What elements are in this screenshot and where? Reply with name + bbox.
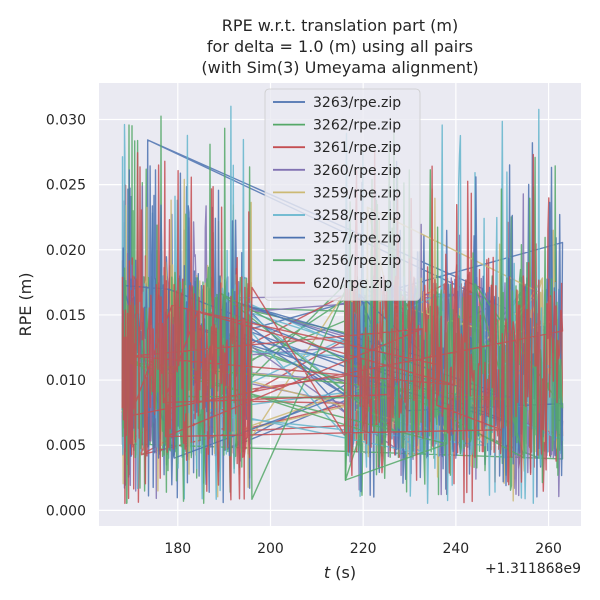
x-axis-label: t (s) bbox=[324, 563, 356, 582]
legend-label: 3259/rpe.zip bbox=[313, 185, 401, 201]
series-line-6 bbox=[121, 165, 564, 498]
legend-label: 3256/rpe.zip bbox=[313, 253, 401, 269]
y-tick-label: 0.030 bbox=[46, 112, 86, 128]
x-offset-label: +1.311868e9 bbox=[485, 561, 581, 577]
x-tick-label: 220 bbox=[350, 541, 377, 557]
legend-label: 620/rpe.zip bbox=[313, 276, 392, 292]
x-tick-label: 260 bbox=[535, 541, 562, 557]
series-line-8 bbox=[121, 149, 564, 505]
x-tick-label: 240 bbox=[442, 541, 469, 557]
y-tick-label: 0.010 bbox=[46, 373, 86, 389]
y-tick-label: 0.025 bbox=[46, 178, 86, 194]
series-layer bbox=[121, 105, 564, 505]
legend: 3263/rpe.zip 3262/rpe.zip 3261/rpe.zip 3260… bbox=[264, 88, 421, 301]
y-tick-label: 0.000 bbox=[46, 503, 86, 519]
y-axis-label: RPE (m) bbox=[16, 272, 35, 336]
legend-label: 3261/rpe.zip bbox=[313, 140, 401, 156]
x-axis-label-unit: (s) bbox=[330, 563, 356, 582]
legend-label: 3257/rpe.zip bbox=[313, 231, 401, 247]
legend-label: 3258/rpe.zip bbox=[313, 208, 401, 224]
legend-label: 3263/rpe.zip bbox=[313, 95, 401, 111]
legend-label: 3262/rpe.zip bbox=[313, 118, 401, 134]
legend-label: 3260/rpe.zip bbox=[313, 163, 401, 179]
title-line-2: for delta = 1.0 (m) using all pairs bbox=[207, 37, 473, 56]
axis-ticks: 180 200 220 240 260 0.000 0.005 0.010 0.015 0.020… bbox=[46, 112, 562, 557]
y-tick-label: 0.005 bbox=[46, 438, 86, 454]
x-tick-label: 200 bbox=[257, 541, 284, 557]
legend-box bbox=[264, 88, 421, 301]
y-tick-label: 0.015 bbox=[46, 308, 86, 324]
title-line-1: RPE w.r.t. translation part (m) bbox=[222, 16, 458, 35]
x-tick-label: 180 bbox=[164, 541, 191, 557]
chart-title: RPE w.r.t. translation part (m) for delt… bbox=[201, 16, 478, 77]
y-tick-label: 0.020 bbox=[46, 243, 86, 259]
title-line-3: (with Sim(3) Umeyama alignment) bbox=[201, 58, 478, 77]
x-axis-label-italic: t bbox=[324, 563, 331, 582]
